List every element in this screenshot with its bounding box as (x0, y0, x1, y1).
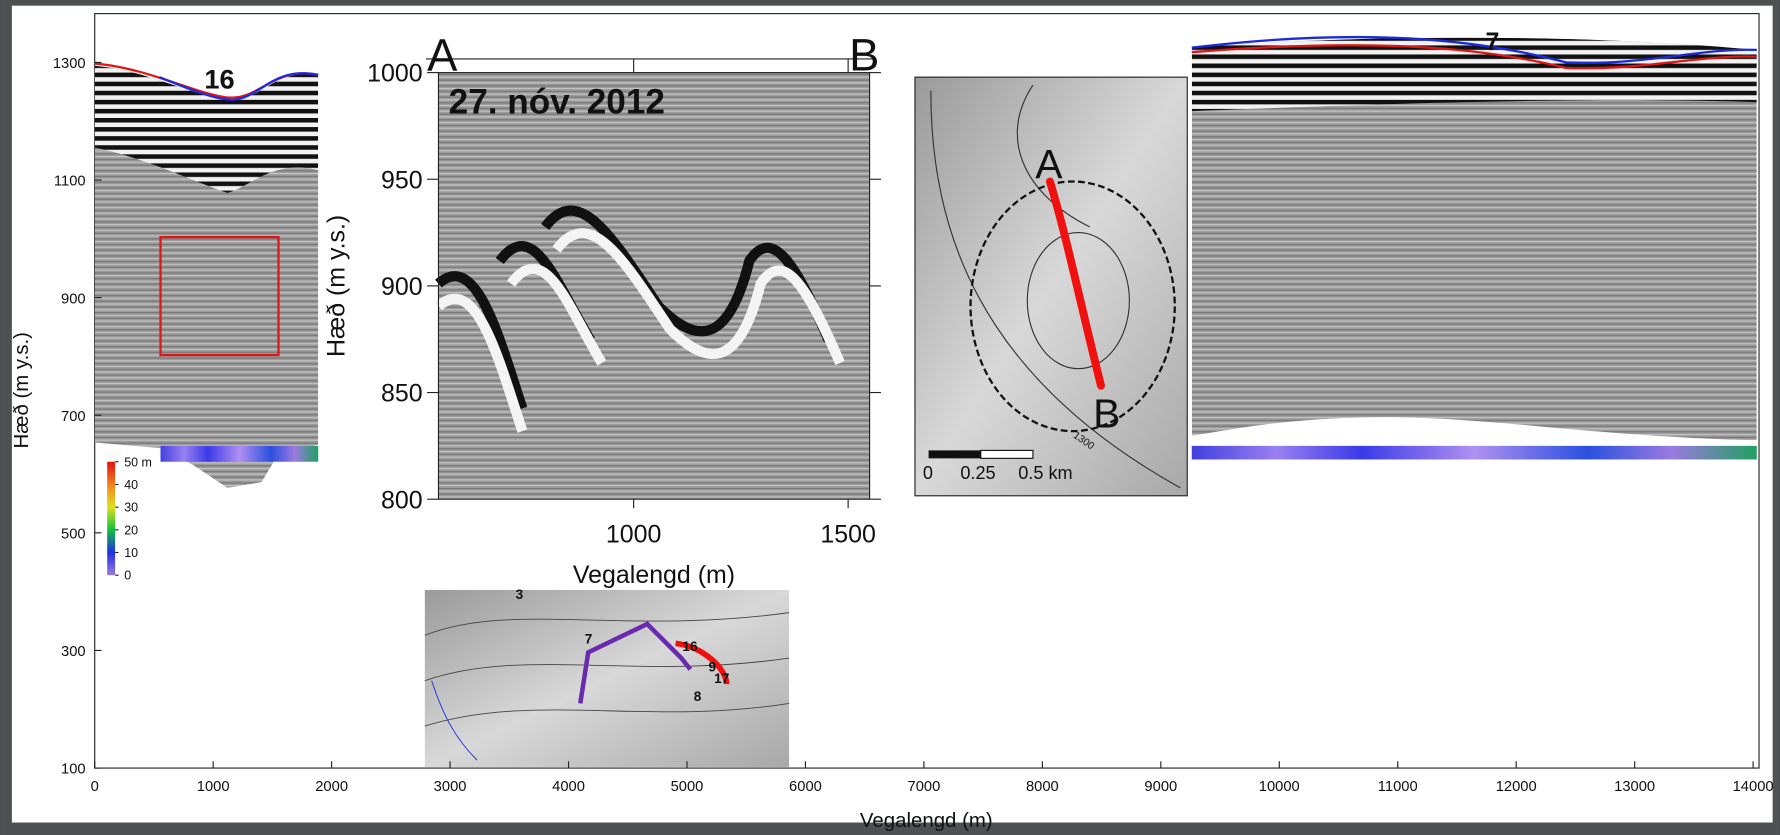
profile-label: 16 (204, 63, 234, 94)
scale-label: 0 (923, 463, 933, 483)
zoom-box (159, 235, 280, 357)
y-tick-label: 100 (61, 762, 86, 778)
station-label: 8 (694, 689, 702, 704)
colorbar-tick-label: 20 (124, 523, 138, 537)
colorbar-tick-label: 30 (124, 501, 138, 515)
map-frame (914, 76, 1188, 497)
crevasses (969, 180, 1176, 433)
colorbar (107, 461, 116, 576)
x-tick-label: 1000 (606, 520, 661, 548)
x-tick-label: 5000 (671, 779, 704, 795)
contour (930, 90, 1181, 489)
route (675, 640, 730, 685)
x-tick-label: 3000 (434, 779, 467, 795)
y-tick-label: 900 (381, 273, 423, 301)
contour (424, 612, 790, 636)
x-tick-label: 1500 (820, 520, 875, 548)
scale-bar (980, 449, 1034, 459)
y-axis-label: Hæð (m y.s.) (322, 215, 350, 357)
reflector (435, 228, 845, 433)
y-axis-label: Hæð (m y.s.) (11, 332, 33, 448)
inset-title: 27. nóv. 2012 (449, 82, 665, 121)
profile-line (1045, 177, 1105, 390)
y-tick-label: 1300 (53, 56, 86, 72)
y-tick-label: 800 (381, 486, 423, 514)
contour (1026, 232, 1130, 370)
y-tick-label: 500 (61, 527, 86, 543)
map-label: A (1035, 141, 1063, 187)
surface-line (158, 72, 319, 101)
contour (424, 702, 790, 727)
surface-line (1191, 44, 1757, 70)
station-label: 3 (516, 587, 524, 602)
profile-label: 7 (1485, 28, 1499, 56)
x-axis-label: Vegalengd (m) (573, 561, 735, 589)
radargram-16 (94, 65, 319, 488)
station-label: 16 (682, 639, 698, 654)
station-label: 9 (708, 660, 716, 675)
y-tick-label: 1000 (367, 60, 422, 88)
y-tick-label: 700 (61, 409, 86, 425)
x-tick-label: 10000 (1259, 779, 1300, 795)
endpoint-label: A (427, 29, 458, 80)
x-tick-label: 1000 (197, 779, 230, 795)
scale-bar (928, 450, 981, 459)
x-tick-label: 0 (91, 779, 99, 795)
colorbar-tick-label: 10 (124, 546, 138, 560)
y-tick-label: 950 (381, 166, 423, 194)
surface-line (1191, 35, 1757, 64)
route (578, 621, 693, 704)
scale-label: 0.5 km (1018, 463, 1072, 483)
colorbar-tick-label: 40 (124, 478, 138, 492)
y-tick-label: 300 (61, 644, 86, 660)
endpoint-label: B (849, 29, 879, 80)
depth-strip (160, 445, 319, 462)
map (914, 77, 1188, 496)
map-contours (930, 84, 1181, 489)
x-tick-label: 11000 (1378, 779, 1418, 795)
x-tick-label: 12000 (1496, 779, 1537, 795)
colorbar-tick-label: 50 m (124, 455, 152, 469)
shoreline (431, 680, 478, 761)
station-label: 17 (714, 671, 729, 686)
x-tick-label: 9000 (1144, 779, 1177, 795)
x-tick-label: 4000 (552, 779, 585, 795)
x-tick-label: 6000 (789, 779, 822, 795)
map-label: B (1093, 391, 1120, 437)
radargram-layers (94, 65, 319, 193)
contour (1016, 84, 1090, 228)
colorbar-tick-label: 0 (124, 569, 131, 583)
radargram-7 (1191, 37, 1757, 441)
inset-reflectors (435, 205, 845, 433)
x-axis-label: Vegalengd (m) (860, 810, 993, 832)
depth-strip (1191, 445, 1757, 460)
x-tick-label: 14000 (1733, 779, 1774, 795)
station-label: 7 (585, 631, 593, 646)
x-tick-label: 8000 (1026, 779, 1059, 795)
x-tick-label: 7000 (908, 779, 941, 795)
y-tick-label: 850 (381, 380, 423, 408)
radargram-layers (1191, 37, 1757, 112)
x-tick-label: 2000 (315, 779, 348, 795)
y-tick-label: 900 (61, 291, 86, 307)
x-tick-label: 13000 (1614, 779, 1655, 795)
location-map (424, 589, 790, 767)
scale-label: 0.25 (960, 463, 995, 483)
y-tick-label: 1100 (54, 174, 86, 190)
